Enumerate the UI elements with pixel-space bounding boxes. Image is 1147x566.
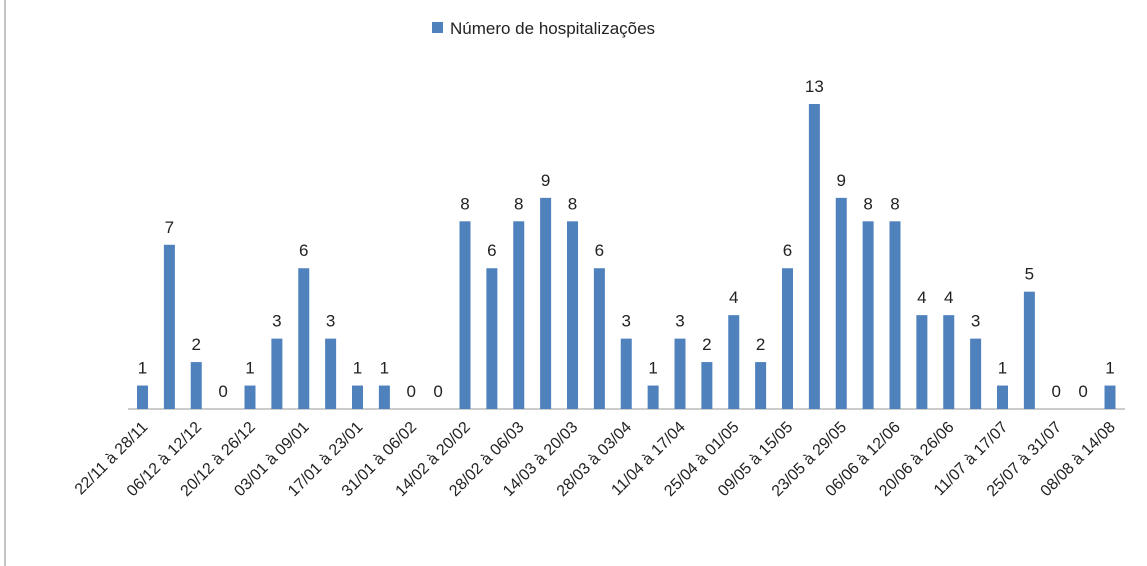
bar [325,338,337,409]
bar [1023,291,1035,409]
data-label: 6 [487,241,496,260]
bar [943,315,955,409]
bar [916,315,928,409]
data-label: 1 [648,359,657,378]
bar [298,268,310,409]
data-label: 0 [218,382,227,401]
bar [835,197,847,409]
data-label: 1 [353,359,362,378]
data-label: 1 [1105,359,1114,378]
bar [701,362,713,409]
data-label: 5 [1025,265,1034,284]
legend-swatch [432,22,443,33]
data-label: 9 [541,171,550,190]
data-label: 8 [890,194,899,213]
data-label: 4 [944,288,953,307]
data-label: 6 [783,241,792,260]
data-label: 8 [460,194,469,213]
bar [513,221,525,409]
data-label: 1 [245,359,254,378]
data-label: 8 [863,194,872,213]
bar [647,385,659,409]
data-label: 13 [805,77,824,96]
bar [163,244,175,409]
bar [970,338,982,409]
bar [378,385,390,409]
data-label: 1 [138,359,147,378]
data-label: 0 [1052,382,1061,401]
bar [593,268,605,409]
bar [567,221,578,409]
data-label: 1 [380,359,389,378]
legend-label: Número de hospitalizações [450,19,655,38]
bar [782,268,793,409]
bar [889,221,901,409]
bar [486,268,498,409]
bar [540,197,552,409]
data-label: 3 [326,312,335,331]
bar [190,362,202,409]
bar [728,315,740,409]
data-label: 2 [192,335,201,354]
data-label: 8 [514,194,523,213]
bar [1104,385,1116,409]
bar [352,385,363,409]
data-label: 9 [837,171,846,190]
data-label: 7 [165,218,174,237]
bar [137,385,148,409]
data-label: 0 [433,382,442,401]
data-label: 4 [729,288,738,307]
data-label: 0 [407,382,416,401]
bar [997,385,1008,409]
data-label: 6 [299,241,308,260]
data-label: 4 [917,288,926,307]
data-label: 2 [756,335,765,354]
bar [755,362,767,409]
bar [674,338,686,409]
data-label: 0 [1078,382,1087,401]
bar [808,104,820,409]
data-label: 6 [595,241,604,260]
data-label: 2 [702,335,711,354]
bar [244,385,256,409]
bar [620,338,632,409]
data-label: 3 [971,312,980,331]
data-label: 3 [272,312,281,331]
bar [459,221,471,409]
data-label: 8 [568,194,577,213]
bar [271,338,283,409]
data-label: 3 [622,312,631,331]
bar [862,221,874,409]
data-label: 1 [998,359,1007,378]
data-label: 3 [675,312,684,331]
